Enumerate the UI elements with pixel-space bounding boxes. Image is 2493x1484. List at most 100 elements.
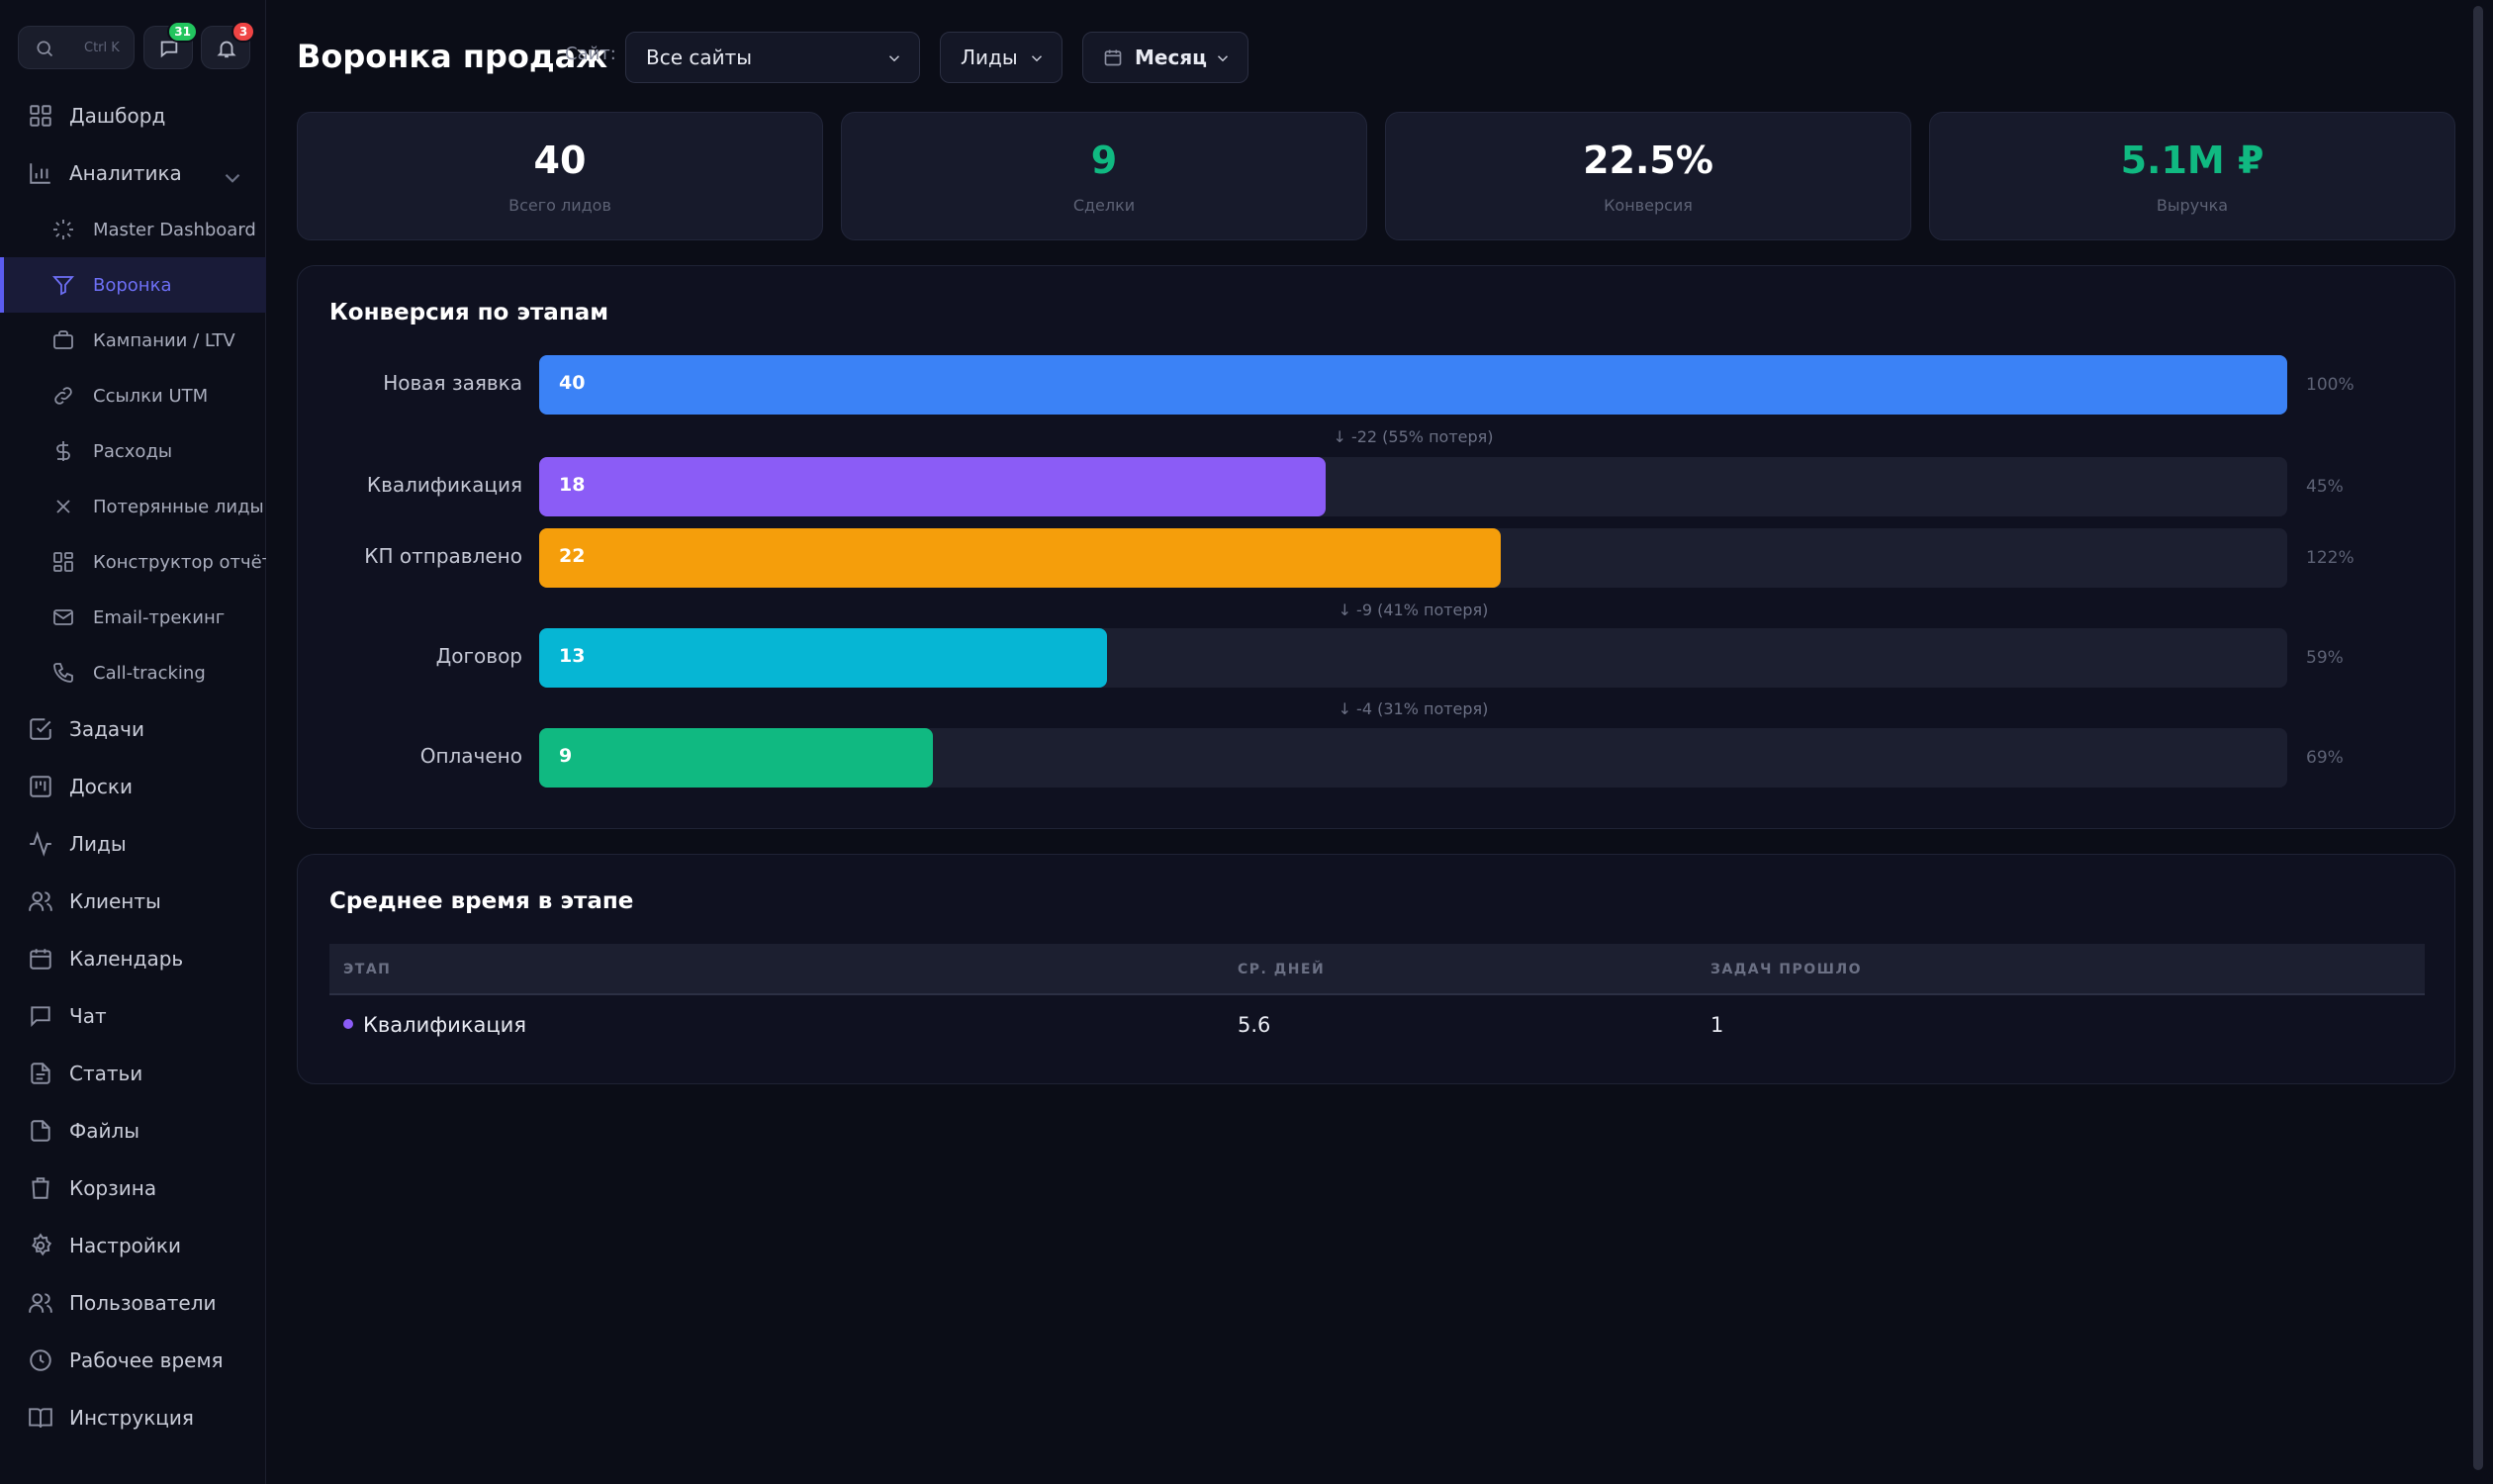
sidebar-item-label: Настройки (69, 1234, 181, 1257)
chat-icon (160, 41, 178, 58)
kpi-value: 40 (533, 139, 587, 182)
stage-cell: Квалификация (343, 1013, 526, 1037)
sidebar-item-clients[interactable]: Клиенты (0, 873, 266, 930)
funnel-bar: 40 (539, 355, 2287, 415)
loss-label: ↓ -9 (41% потеря) (1338, 601, 1489, 619)
site-select[interactable]: Все сайты (625, 32, 920, 83)
grid-icon (30, 105, 51, 127)
table-header: ЭТАП СР. ДНЕЙ ЗАДАЧ ПРОШЛО (329, 944, 2425, 995)
sidebar-item-label: Пользователи (69, 1291, 217, 1315)
stage-time-table: ЭТАП СР. ДНЕЙ ЗАДАЧ ПРОШЛО Квалификация … (329, 944, 2425, 1057)
sidebar-item-report-builder[interactable]: Конструктор отчётов (0, 534, 266, 590)
sidebar-item-instructions[interactable]: Инструкция (0, 1389, 266, 1446)
file-icon (31, 1120, 50, 1142)
stage-percent: 69% (2306, 748, 2344, 768)
funnel-card: Конверсия по этапам Новая заявка 40 100%… (297, 265, 2455, 829)
sidebar-item-dashboard[interactable]: Дашборд (0, 87, 266, 144)
kpi-cards: 40 Всего лидов 9 Сделки 22.5% Конверсия … (297, 112, 2455, 240)
bar-value: 18 (559, 474, 586, 496)
sidebar-item-users[interactable]: Пользователи (0, 1274, 266, 1332)
stage-time-title: Среднее время в этапе (329, 888, 634, 914)
sidebar-item-utm[interactable]: Ссылки UTM (0, 368, 266, 423)
sidebar-item-trash[interactable]: Корзина (0, 1159, 266, 1217)
sidebar-item-campaigns[interactable]: Кампании / LTV (0, 313, 266, 368)
sidebar-item-call-tracking[interactable]: Call-tracking (0, 645, 266, 700)
activity-icon (30, 831, 51, 857)
sidebar-item-settings[interactable]: Настройки (0, 1217, 266, 1274)
book-icon (29, 1408, 52, 1428)
sidebar-item-boards[interactable]: Доски (0, 758, 266, 815)
stage-percent: 100% (2306, 375, 2354, 395)
stage-label: Квалификация (366, 473, 522, 497)
funnel-row: Квалификация 18 45% (298, 457, 2456, 516)
close-icon (56, 500, 70, 513)
clock-icon (30, 1349, 51, 1371)
funnel-track: 22 (539, 528, 2287, 588)
sidebar-item-tasks[interactable]: Задачи (0, 700, 266, 758)
messages-button[interactable]: 31 (143, 21, 198, 69)
stage-label: Новая заявка (383, 371, 522, 395)
funnel-row: КП отправлено 22 122% (298, 528, 2456, 588)
stage-color-dot (343, 1019, 353, 1029)
kpi-card-revenue: 5.1M ₽ Выручка (1929, 112, 2455, 240)
kpi-card-deals: 9 Сделки (841, 112, 1367, 240)
kpi-label: Конверсия (1604, 196, 1693, 215)
avg-days-cell: 5.6 (1238, 1013, 1271, 1037)
sidebar-item-label: Аналитика (69, 161, 182, 185)
stage-percent: 122% (2306, 548, 2354, 568)
sidebar-item-analytics[interactable]: Аналитика (0, 144, 266, 202)
sidebar-item-label: Call-tracking (93, 662, 206, 684)
phone-icon (53, 663, 73, 683)
sidebar-item-label: Конструктор отчётов (93, 551, 266, 573)
sidebar-item-chat[interactable]: Чат (0, 987, 266, 1045)
sidebar-item-label: Кампании / LTV (93, 329, 235, 351)
sidebar-item-leads[interactable]: Лиды (0, 815, 266, 873)
sidebar-item-articles[interactable]: Статьи (0, 1045, 266, 1102)
kpi-label: Выручка (2156, 196, 2229, 215)
notifications-button[interactable]: 3 (201, 21, 255, 69)
sidebar-item-label: Рабочее время (69, 1348, 224, 1372)
page-header: Воронка продаж Сайт: Все сайты Лиды Меся… (297, 30, 1286, 83)
stage-label: КП отправлено (364, 544, 522, 568)
period-select[interactable]: Месяц (1082, 32, 1248, 83)
funnel-title: Конверсия по этапам (329, 300, 609, 325)
sidebar-item-email-tracking[interactable]: Email-трекинг (0, 590, 266, 645)
site-label: Сайт: (565, 44, 616, 64)
search-button[interactable]: Ctrl K (18, 26, 135, 69)
sidebar-item-label: Корзина (69, 1176, 157, 1200)
chevron-down-icon (888, 55, 900, 62)
stage-percent: 59% (2306, 648, 2344, 668)
sidebar-item-funnel[interactable]: Воронка (0, 257, 266, 313)
sidebar-item-label: Ссылки UTM (93, 385, 209, 407)
stage-label: Договор (435, 644, 522, 668)
column-header-tasks: ЗАДАЧ ПРОШЛО (1710, 962, 1862, 977)
sidebar-item-master-dashboard[interactable]: Master Dashboard (0, 202, 266, 257)
sidebar-item-files[interactable]: Файлы (0, 1102, 266, 1159)
funnel-bar: 22 (539, 528, 1501, 588)
users-icon (29, 1293, 52, 1313)
sidebar-item-label: Доски (69, 775, 133, 798)
bell-icon (217, 41, 236, 58)
sidebar-item-label: Master Dashboard (93, 219, 256, 240)
bar-value: 40 (559, 372, 586, 394)
document-icon (31, 1063, 50, 1084)
sidebar-item-label: Лиды (69, 832, 127, 856)
sidebar-item-lost-leads[interactable]: Потерянные лиды (0, 479, 266, 534)
loss-label: ↓ -22 (55% потеря) (1333, 427, 1494, 446)
sidebar-item-calendar[interactable]: Календарь (0, 930, 266, 987)
search-icon (37, 41, 53, 57)
sidebar-item-label: Файлы (69, 1119, 140, 1143)
kpi-label: Всего лидов (508, 196, 611, 215)
scrollbar-thumb[interactable] (2473, 6, 2483, 1470)
scrollbar[interactable] (2469, 0, 2487, 1484)
sidebar-item-expenses[interactable]: Расходы (0, 423, 266, 479)
funnel-track: 13 (539, 628, 2287, 688)
sidebar: Ctrl K 31 3 Дашборд Аналитика Master Das… (0, 0, 266, 1484)
table-row: Квалификация 5.6 1 (329, 995, 2425, 1057)
notifications-badge: 3 (231, 21, 255, 43)
sidebar-item-work-time[interactable]: Рабочее время (0, 1332, 266, 1389)
entity-select[interactable]: Лиды (940, 32, 1062, 83)
kpi-value: 9 (1090, 139, 1118, 182)
bar-value: 22 (559, 545, 586, 567)
sidebar-item-label: Клиенты (69, 889, 161, 913)
